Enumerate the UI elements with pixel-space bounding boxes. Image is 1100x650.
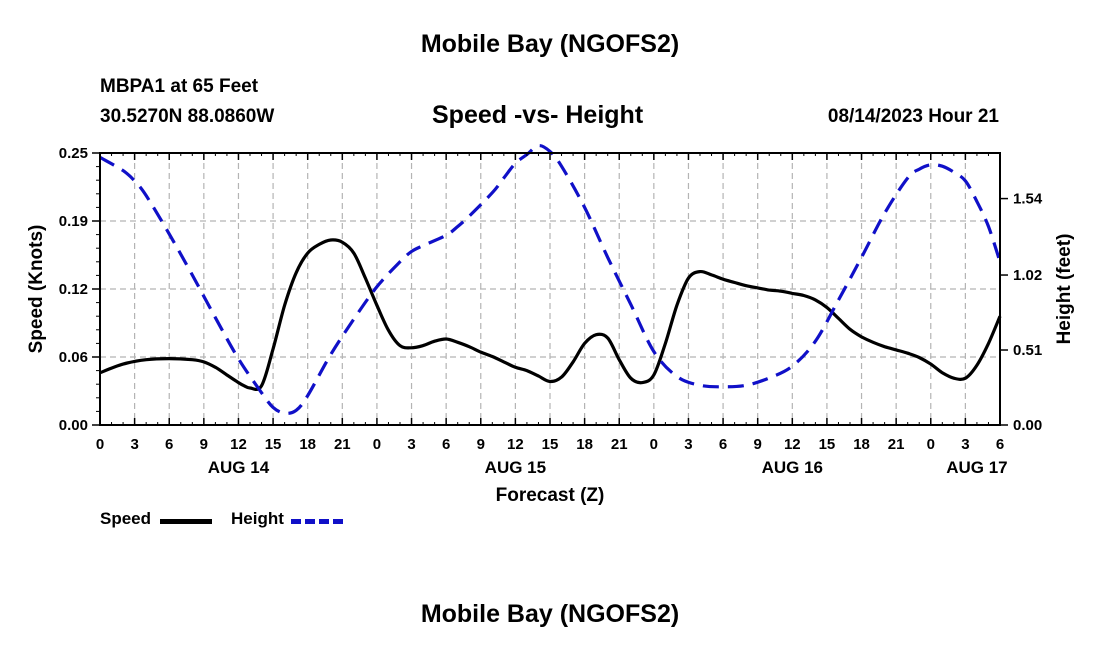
x-tick-label: 9 bbox=[200, 436, 208, 453]
station-label: MBPA1 at 65 Feet bbox=[100, 76, 259, 97]
x-axis-title: Forecast (Z) bbox=[496, 485, 605, 506]
chart-title-bottom: Mobile Bay (NGOFS2) bbox=[420, 600, 680, 628]
x-tick-label: 0 bbox=[650, 436, 658, 453]
legend-height-swatch bbox=[291, 519, 343, 524]
x-tick-label: 18 bbox=[576, 436, 593, 453]
y-tick-label: 0.12 bbox=[59, 281, 88, 298]
x-tick-label: 3 bbox=[130, 436, 138, 453]
x-tick-label: 18 bbox=[299, 436, 316, 453]
x-tick-label: 15 bbox=[542, 436, 559, 453]
legend-height-label: Height bbox=[231, 509, 284, 528]
x-tick-label: 0 bbox=[373, 436, 381, 453]
x-tick-label: 21 bbox=[334, 436, 351, 453]
y-tick-label: 0.00 bbox=[59, 417, 88, 434]
x-tick-label: 0 bbox=[927, 436, 935, 453]
date-label: AUG 17 bbox=[946, 458, 1007, 477]
x-tick-label: 18 bbox=[853, 436, 870, 453]
y-tick-label: 0.06 bbox=[59, 349, 88, 366]
axis-ticks bbox=[92, 152, 1008, 426]
x-tick-label: 6 bbox=[165, 436, 173, 453]
coordinates-label: 30.5270N 88.0860W bbox=[100, 106, 275, 127]
y2-axis-title: Height (feet) bbox=[1054, 234, 1075, 345]
date-label: AUG 15 bbox=[485, 458, 546, 477]
y2-tick-label: 0.00 bbox=[1013, 417, 1042, 434]
x-tick-label: 9 bbox=[477, 436, 485, 453]
x-tick-label: 12 bbox=[230, 436, 247, 453]
speed-series-line bbox=[99, 238, 1002, 391]
chart-series bbox=[99, 143, 1002, 415]
x-tick-label: 6 bbox=[719, 436, 727, 453]
legend-speed-label: Speed bbox=[100, 509, 152, 528]
forecast-datetime: 08/14/2023 Hour 21 bbox=[827, 106, 999, 127]
x-tick-label: 21 bbox=[888, 436, 905, 453]
legend-speed-swatch bbox=[160, 519, 212, 524]
height-series-line bbox=[99, 143, 1002, 415]
y2-tick-label: 0.51 bbox=[1013, 342, 1042, 359]
x-tick-label: 12 bbox=[507, 436, 524, 453]
speed-height-chart: 0 3 6 9 12 15 18 21 0 3 6 9 12 15 18 21 0 3 6 9 12 15 18 21 0 3 6 A… bbox=[26, 143, 1075, 506]
y2-tick-label: 1.54 bbox=[1013, 191, 1043, 208]
date-label: AUG 16 bbox=[762, 458, 823, 477]
x-tick-label: 9 bbox=[754, 436, 762, 453]
x-tick-label: 12 bbox=[784, 436, 801, 453]
x-tick-label: 6 bbox=[442, 436, 450, 453]
chart-subtitle: Speed -vs- Height bbox=[432, 101, 644, 129]
axis-labels: 0 3 6 9 12 15 18 21 0 3 6 9 12 15 18 21 0 3 6 9 12 15 18 21 0 3 6 A… bbox=[26, 145, 1075, 506]
chart-title-top: Mobile Bay (NGOFS2) bbox=[420, 30, 680, 58]
x-tick-label: 21 bbox=[611, 436, 628, 453]
y-tick-label: 0.19 bbox=[59, 213, 88, 230]
y-axis-title: Speed (Knots) bbox=[26, 225, 47, 354]
date-label: AUG 14 bbox=[208, 458, 270, 477]
y2-tick-label: 1.02 bbox=[1013, 267, 1042, 284]
x-tick-label: 15 bbox=[819, 436, 836, 453]
x-tick-label: 0 bbox=[96, 436, 104, 453]
grid-lines bbox=[100, 153, 1000, 425]
x-tick-label: 6 bbox=[996, 436, 1004, 453]
x-tick-label: 3 bbox=[961, 436, 969, 453]
y-tick-label: 0.25 bbox=[59, 145, 88, 162]
x-tick-label: 3 bbox=[684, 436, 692, 453]
x-tick-label: 15 bbox=[265, 436, 282, 453]
x-tick-label: 3 bbox=[407, 436, 415, 453]
